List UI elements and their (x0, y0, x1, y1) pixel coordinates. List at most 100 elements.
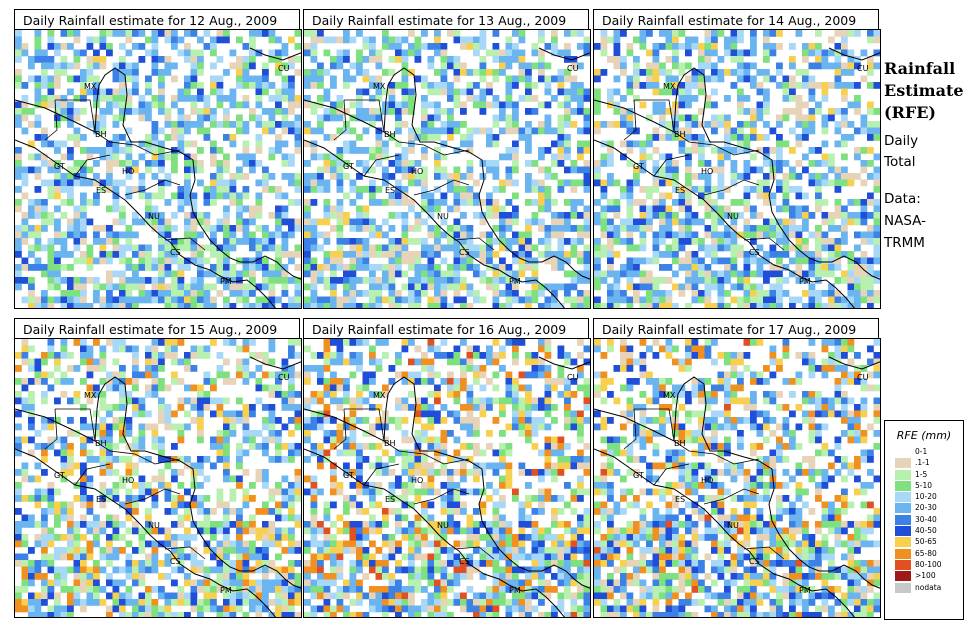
rain-cell (112, 605, 120, 613)
rain-cell (301, 515, 302, 522)
rain-cell (724, 49, 731, 57)
rain-cell (216, 495, 224, 502)
rain-cell (466, 251, 474, 258)
rain-cell (395, 192, 402, 200)
rain-cell (288, 82, 295, 89)
rain-cell (249, 436, 256, 444)
rain-cell (336, 49, 344, 57)
rain-cell (288, 612, 295, 617)
rain-cell (73, 391, 81, 398)
rain-cell (473, 212, 480, 219)
rain-cell (151, 547, 159, 554)
rain-cell (294, 521, 301, 528)
rain-cell (388, 277, 396, 284)
rain-cell (249, 586, 256, 593)
rain-cell (304, 218, 311, 226)
rain-cell (54, 592, 61, 600)
rain-cell (15, 410, 22, 418)
rain-cell (336, 205, 344, 213)
rain-cell (47, 43, 55, 50)
rain-cell (583, 114, 590, 122)
rain-cell (652, 127, 660, 135)
rain-cell (41, 443, 48, 450)
rain-cell (301, 284, 302, 291)
rain-cell (249, 205, 256, 213)
rain-cell (421, 192, 428, 200)
rain-cell (336, 303, 344, 308)
rain-cell (54, 173, 61, 180)
rain-cell (294, 140, 301, 148)
rain-cell (639, 199, 647, 206)
rain-cell (440, 231, 448, 239)
rain-cell (698, 186, 705, 193)
rain-cell (145, 244, 152, 252)
rain-cell (15, 225, 22, 232)
rain-cell (808, 43, 816, 50)
rain-cell (382, 244, 389, 252)
rain-cell (197, 88, 204, 96)
rain-cell (203, 475, 211, 483)
rain-cell (698, 75, 705, 83)
rain-cell (125, 192, 133, 200)
rain-cell (724, 147, 731, 154)
rain-cell (639, 153, 647, 161)
rain-cell (138, 218, 146, 226)
rain-cell (717, 114, 725, 122)
rain-cell (184, 514, 191, 522)
rain-cell (210, 303, 217, 308)
rain-cell (577, 95, 584, 102)
country-label-cs: CS (170, 248, 181, 257)
rain-cell (672, 257, 679, 265)
rain-cell (665, 88, 673, 96)
rain-cell (47, 56, 55, 63)
rain-cell (47, 251, 55, 258)
rain-cell (323, 358, 331, 366)
rain-cell (197, 212, 204, 219)
rain-cell (789, 205, 796, 213)
rain-cell (268, 296, 276, 304)
rain-cell (184, 238, 191, 245)
rain-cell (177, 283, 185, 291)
rain-cell (262, 186, 269, 193)
rain-cell (184, 95, 191, 102)
rain-cell (21, 82, 29, 89)
rain-cell (171, 160, 178, 167)
rain-cell (583, 303, 590, 308)
rain-cell (210, 225, 217, 232)
rain-cell (678, 192, 686, 200)
rain-cell (223, 212, 230, 219)
rain-cell (343, 212, 350, 219)
rain-cell (47, 586, 55, 593)
rain-cell (408, 43, 415, 50)
rain-cell (86, 62, 94, 70)
rain-cell (362, 114, 370, 122)
rain-cell (223, 605, 230, 613)
rain-cell (164, 540, 172, 548)
rain-cell (737, 69, 744, 76)
rain-cell (28, 521, 35, 528)
rain-cell (782, 205, 790, 213)
rain-cell (698, 43, 705, 50)
rain-cell (112, 231, 120, 239)
rain-cell (408, 251, 415, 258)
rain-cell (652, 69, 660, 76)
rain-cell (229, 378, 237, 385)
rain-cell (47, 371, 55, 379)
rain-cell (834, 225, 842, 232)
rain-cell (330, 352, 337, 359)
rain-cell (486, 127, 493, 135)
rain-cell (466, 134, 474, 141)
rain-cell (336, 352, 344, 359)
rain-cell (301, 206, 302, 213)
rain-cell (268, 534, 276, 541)
rain-cell (80, 553, 87, 561)
rain-cell (626, 88, 634, 96)
rain-cell (34, 134, 42, 141)
rain-cell (223, 277, 230, 284)
rain-cell (99, 225, 107, 232)
rain-cell (880, 225, 881, 232)
rain-cell (789, 56, 796, 63)
rain-cell (34, 212, 42, 219)
rain-cell (460, 108, 467, 115)
rain-cell (41, 469, 48, 476)
